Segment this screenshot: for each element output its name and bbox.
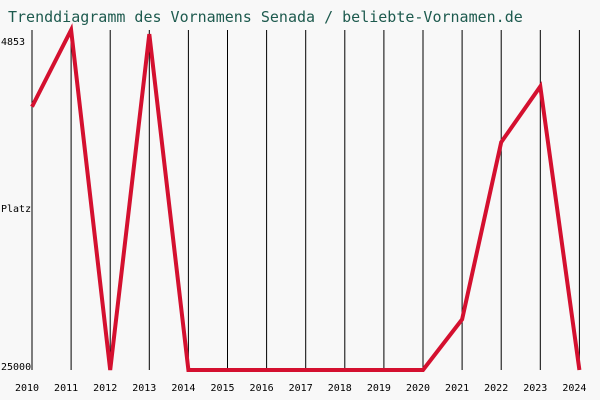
grid-lines (31, 30, 580, 370)
x-tick-label-2023: 2023 (523, 383, 547, 394)
x-tick-label-2010: 2010 (15, 383, 39, 394)
x-tick-labels: 2010 2011 2012 2013 2014 2015 2016 2017 2018 2019… (15, 383, 586, 394)
x-tick-label-2014: 2014 (171, 383, 195, 394)
x-tick-label-2012: 2012 (93, 383, 117, 394)
x-tick-label-2013: 2013 (132, 383, 156, 394)
x-tick-label-2020: 2020 (406, 383, 430, 394)
y-tick-label-4853: 4853 (1, 37, 25, 48)
x-tick-label-2019: 2019 (367, 383, 391, 394)
x-tick-label-2022: 2022 (484, 383, 508, 394)
chart-title: Trenddiagramm des Vornamens Senada / bel… (8, 8, 523, 26)
x-tick-label-2024: 2024 (562, 383, 586, 394)
series-group (30, 23, 582, 372)
y-tick-label-25000: 25000 (1, 362, 31, 373)
x-tick-label-2016: 2016 (250, 383, 274, 394)
x-tick-label-2011: 2011 (54, 383, 78, 394)
x-tick-label-2018: 2018 (328, 383, 352, 394)
x-tick-label-2017: 2017 (289, 383, 313, 394)
x-tick-label-2021: 2021 (445, 383, 469, 394)
y-tick-labels: 4853 25000 (1, 37, 31, 373)
x-tick-label-2015: 2015 (210, 383, 234, 394)
y-axis-label: Platz (1, 204, 31, 215)
